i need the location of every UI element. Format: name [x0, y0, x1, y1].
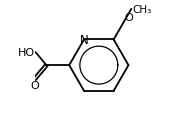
Text: HO: HO — [18, 48, 35, 58]
Text: CH₃: CH₃ — [132, 5, 152, 15]
Text: O: O — [30, 81, 39, 90]
Text: N: N — [80, 34, 88, 47]
Text: O: O — [124, 12, 133, 22]
